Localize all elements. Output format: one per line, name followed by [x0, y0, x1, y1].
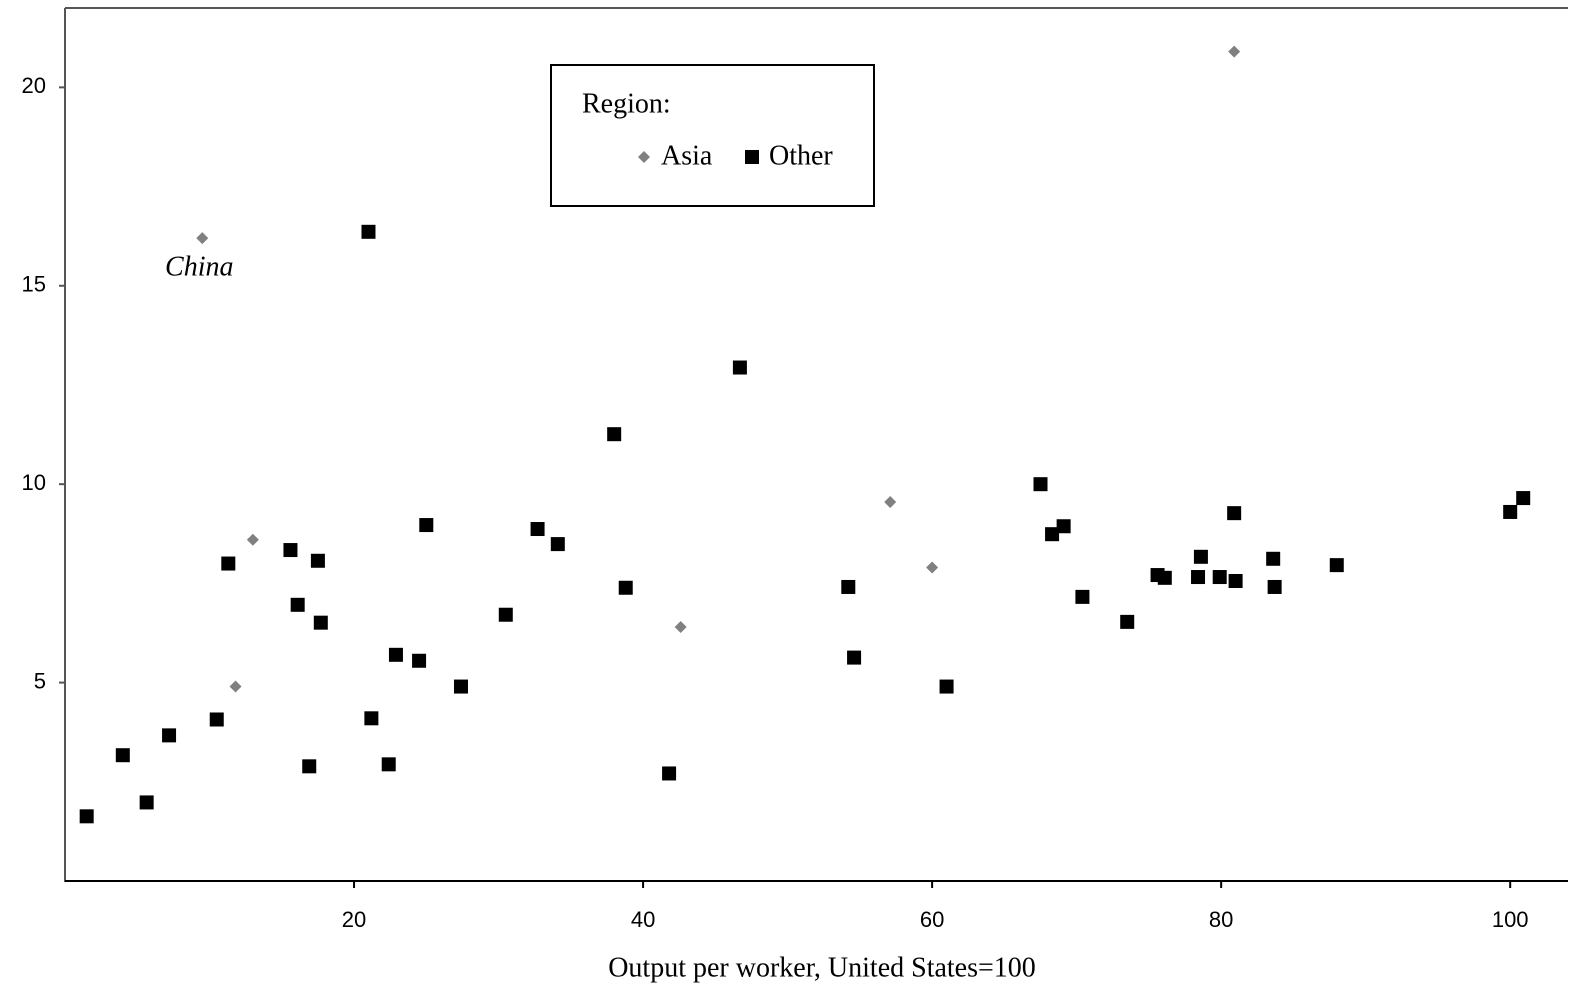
point [381, 757, 396, 772]
x-tick-label: 20 [342, 907, 366, 932]
y-tick-label: 10 [22, 470, 46, 495]
point [926, 561, 939, 574]
point [1157, 570, 1172, 585]
point [1120, 614, 1135, 629]
point [884, 496, 897, 509]
legend-label: Other [769, 140, 833, 171]
point [388, 647, 403, 662]
point [607, 427, 622, 442]
point [1075, 589, 1090, 604]
point [1503, 504, 1518, 519]
point [290, 597, 305, 612]
y-tick-label: 5 [34, 668, 46, 693]
point [1193, 549, 1208, 564]
point [453, 679, 468, 694]
point [1228, 45, 1241, 58]
point [732, 360, 747, 375]
point [1056, 519, 1071, 534]
point [196, 232, 209, 245]
point [364, 711, 379, 726]
point [1228, 574, 1243, 589]
point [221, 556, 236, 571]
point [841, 579, 856, 594]
point [498, 607, 513, 622]
point [313, 615, 328, 630]
point [618, 580, 633, 595]
point [530, 522, 545, 537]
x-axis-label: Output per worker, United States=100 [608, 952, 1036, 983]
y-tick-label: 20 [22, 73, 46, 98]
x-tick-label: 100 [1492, 907, 1529, 932]
point [1212, 570, 1227, 585]
point [1329, 558, 1344, 573]
point [1267, 579, 1282, 594]
point [1516, 491, 1531, 506]
point [1266, 551, 1281, 566]
legend-label: Asia [661, 140, 713, 171]
x-tick-label: 60 [920, 907, 944, 932]
point [79, 809, 94, 824]
point [361, 224, 376, 239]
point [139, 795, 154, 810]
point [1191, 570, 1206, 585]
point [1033, 477, 1048, 492]
point [550, 537, 565, 552]
point [302, 759, 317, 774]
legend [550, 64, 875, 207]
legend-title: Region: [582, 88, 671, 119]
point [412, 653, 427, 668]
point [246, 533, 259, 546]
point [283, 543, 298, 558]
point [115, 748, 130, 763]
point [674, 621, 687, 634]
legend-marker [638, 151, 650, 163]
point [1045, 527, 1060, 542]
point [847, 650, 862, 665]
y-tick-label: 15 [22, 272, 46, 297]
legend-marker [745, 150, 759, 164]
point [310, 553, 325, 568]
point [162, 728, 177, 743]
point [419, 518, 434, 533]
x-tick-label: 40 [631, 907, 655, 932]
point-label: China [165, 252, 233, 283]
point [1227, 506, 1242, 521]
point [662, 766, 677, 781]
x-tick-label: 80 [1209, 907, 1233, 932]
point [209, 712, 224, 727]
point [229, 680, 242, 693]
point [939, 679, 954, 694]
